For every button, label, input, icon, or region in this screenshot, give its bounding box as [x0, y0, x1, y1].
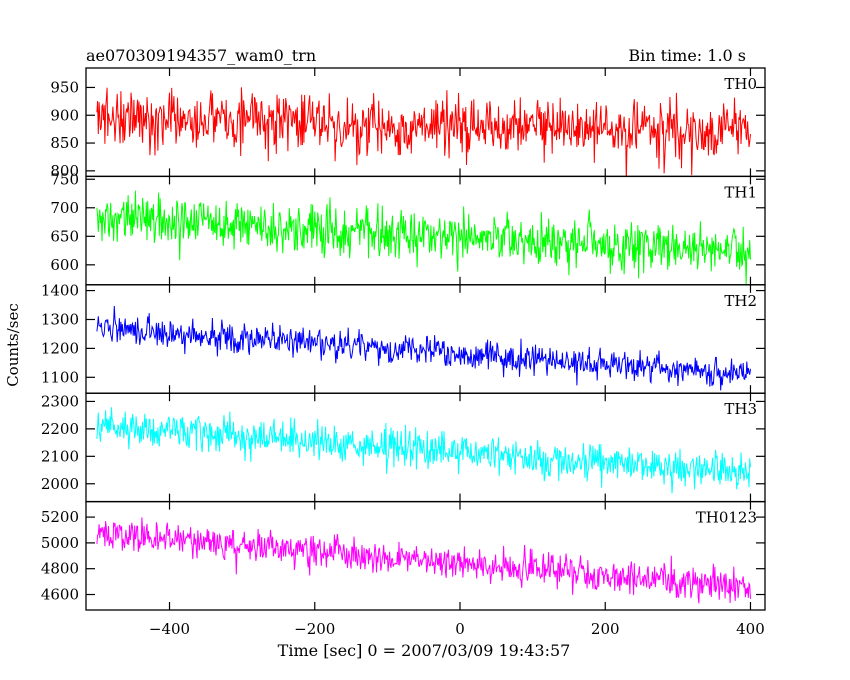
y-tick-label: 4600 [41, 586, 79, 604]
y-tick-label: 700 [50, 199, 79, 217]
y-tick-label: 2000 [41, 475, 79, 493]
panel-frame [85, 500, 766, 611]
panel-frame [85, 284, 766, 394]
bin-time-label: Bin time: 1.0 s [628, 46, 746, 65]
y-tick-label: 2300 [41, 392, 79, 410]
y-tick-label: 1400 [41, 282, 79, 300]
y-tick-label: 1100 [41, 368, 79, 386]
y-tick-label: 5200 [41, 508, 79, 526]
panels-group: 800 850 900 950 TH0 600 650 700 750 TH1 1100 1200 13… [41, 67, 766, 611]
y-tick-label: 800 [50, 162, 79, 180]
y-tick-label: 650 [50, 227, 79, 245]
y-tick-label: 2200 [41, 420, 79, 438]
y-tick-label: 900 [50, 106, 79, 124]
th2-series-line [96, 305, 751, 391]
y-tick-label: 4800 [41, 560, 79, 578]
panel-label: TH0123 [696, 509, 757, 527]
y-tick-label: 2100 [41, 447, 79, 465]
y-tick-label: 600 [50, 256, 79, 274]
y-tick-label: 950 [50, 78, 79, 96]
plot-title: ae070309194357_wam0_trn [86, 46, 316, 65]
y-axis-label: Counts/sec [4, 303, 22, 387]
y-tick-label: 1300 [41, 310, 79, 328]
panel-label: TH2 [724, 292, 757, 310]
x-axis: −400 −200 0 200 400 [149, 620, 765, 638]
y-tick-label: 750 [50, 170, 79, 188]
panel-label: TH0 [724, 75, 757, 93]
th0123-series-line [96, 517, 751, 604]
th0-series-line [96, 87, 751, 177]
panel-frame [85, 392, 766, 503]
x-tick-label: −400 [149, 620, 190, 638]
y-tick-label: 850 [50, 134, 79, 152]
x-tick-label: −200 [294, 620, 335, 638]
x-tick-label: 200 [591, 620, 620, 638]
th1-series-line [96, 190, 751, 285]
x-axis-label: Time [sec] 0 = 2007/03/09 19:43:57 [278, 641, 571, 660]
y-tick-label: 5000 [41, 534, 79, 552]
panel-label: TH1 [724, 183, 757, 201]
x-tick-label: 0 [455, 620, 465, 638]
x-tick-label: 400 [736, 620, 765, 638]
panel-label: TH3 [724, 400, 757, 418]
th3-series-line [96, 407, 751, 494]
y-tick-label: 1200 [41, 339, 79, 357]
